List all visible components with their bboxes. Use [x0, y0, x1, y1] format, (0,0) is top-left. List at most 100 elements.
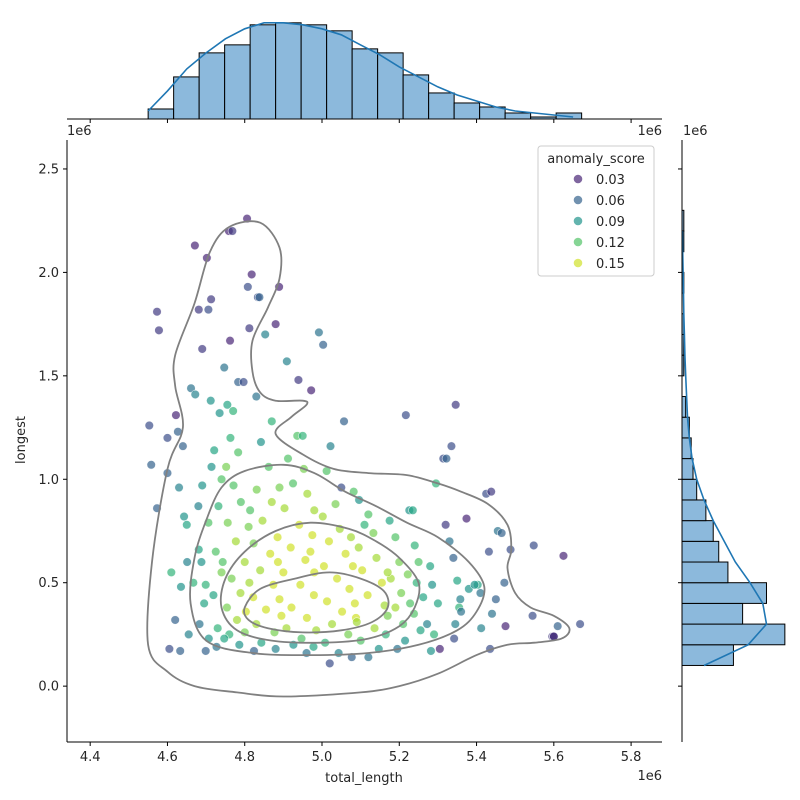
y-tick-label: 0.5: [38, 576, 59, 591]
scatter-point: [527, 611, 538, 621]
top-hist-bar: [377, 52, 404, 120]
kde-contour-line: [243, 571, 390, 634]
legend: anomaly_score 0.03 0.06 0.09 0.12 0.15: [537, 145, 655, 277]
legend-marker: [573, 216, 583, 226]
scatter-point: [144, 420, 154, 431]
scatter-point: [486, 487, 496, 497]
scatter-point: [276, 611, 287, 621]
y-tick-label: 0.0: [38, 680, 59, 695]
top-hist-bar: [198, 52, 226, 120]
scatter-point: [318, 511, 328, 522]
scatter-point: [221, 462, 231, 472]
scatter-point: [241, 607, 251, 617]
scatter-point: [261, 605, 271, 615]
scatter-point: [225, 336, 235, 346]
scatter-point: [344, 584, 355, 594]
scatter-point: [435, 644, 445, 654]
scatter-point: [452, 576, 462, 586]
kde-contour-line: [146, 220, 571, 698]
scatter-point: [194, 305, 204, 315]
scatter-point: [354, 542, 364, 553]
scatter-point: [216, 474, 227, 484]
scatter-point: [400, 636, 410, 646]
scatter-point: [425, 561, 435, 571]
scatter-point: [282, 356, 292, 366]
scatter-point: [222, 602, 232, 613]
legend-marker: [573, 174, 583, 184]
scatter-point: [319, 561, 329, 571]
legend-marker: [573, 195, 583, 205]
scatter-point: [162, 433, 173, 443]
scatter-point: [302, 489, 312, 499]
scatter-point: [213, 623, 223, 633]
x-tick-label: 5.0: [312, 750, 333, 765]
right-hist-bar: [681, 396, 687, 418]
right-marginal-offset-text: 1e6: [683, 124, 708, 139]
scatter-point: [236, 497, 246, 507]
x-tick-label: 5.4: [466, 750, 487, 765]
scatter-point: [166, 567, 176, 577]
scatter-point: [225, 433, 236, 443]
scatter-point: [235, 588, 246, 598]
top-hist-bar: [428, 92, 455, 120]
scatter-point: [487, 609, 497, 619]
y-tick-label: 2.5: [38, 162, 59, 177]
scatter-point: [324, 536, 334, 546]
scatter-point: [219, 362, 229, 373]
scatter-point: [446, 441, 457, 451]
scatter-point: [300, 555, 310, 565]
top-hist-bar: [300, 24, 328, 120]
scatter-point: [383, 567, 393, 577]
scatter-point: [426, 646, 436, 656]
top-hist-bar: [275, 22, 302, 120]
scatter-point: [450, 619, 460, 629]
x-offset-text: 1e6: [637, 769, 662, 784]
scatter-point: [190, 240, 200, 251]
scatter-point: [273, 557, 283, 567]
scatter-point: [314, 327, 324, 337]
scatter-point: [152, 307, 162, 317]
scatter-point: [175, 646, 185, 656]
x-tick-label: 5.2: [389, 750, 410, 765]
scatter-point: [350, 598, 360, 608]
right-kde-line: [681, 230, 768, 667]
scatter-point: [227, 226, 237, 236]
scatter-point: [461, 513, 472, 524]
scatter-point: [174, 482, 184, 493]
scatter-point: [298, 431, 308, 441]
scatter-point: [500, 621, 511, 631]
top-hist-bar: [504, 112, 532, 120]
scatter-point: [206, 396, 216, 406]
scatter-point: [302, 613, 312, 623]
scatter-point: [209, 445, 219, 455]
scatter-point: [193, 501, 203, 511]
y-tick-label: 2.0: [38, 266, 59, 281]
scatter-point: [248, 592, 258, 602]
scatter-point: [553, 621, 563, 631]
scatter-point: [408, 505, 418, 515]
scatter-point: [410, 540, 420, 551]
scatter-point: [418, 592, 428, 602]
scatter-point: [383, 611, 393, 621]
x-tick-label: 4.8: [234, 750, 255, 765]
scatter-point: [427, 580, 437, 590]
scatter-point: [267, 497, 277, 507]
scatter-point: [369, 623, 380, 633]
scatter-point: [334, 648, 344, 658]
scatter-point: [288, 478, 298, 489]
scatter-point: [226, 573, 237, 584]
scatter-point: [413, 557, 424, 567]
scatter-point: [240, 557, 250, 567]
scatter-point: [271, 644, 281, 654]
scatter-point: [182, 557, 192, 567]
scatter-point: [223, 518, 233, 528]
y-axis-label: longest: [14, 416, 29, 464]
scatter-point: [476, 623, 486, 633]
scatter-point: [251, 391, 261, 402]
scatter-point: [558, 551, 569, 561]
right-hist-bar: [681, 499, 707, 522]
scatter-point: [385, 516, 395, 526]
scatter-point: [274, 482, 285, 493]
scatter-point: [243, 522, 254, 532]
scatter-point: [196, 557, 207, 567]
